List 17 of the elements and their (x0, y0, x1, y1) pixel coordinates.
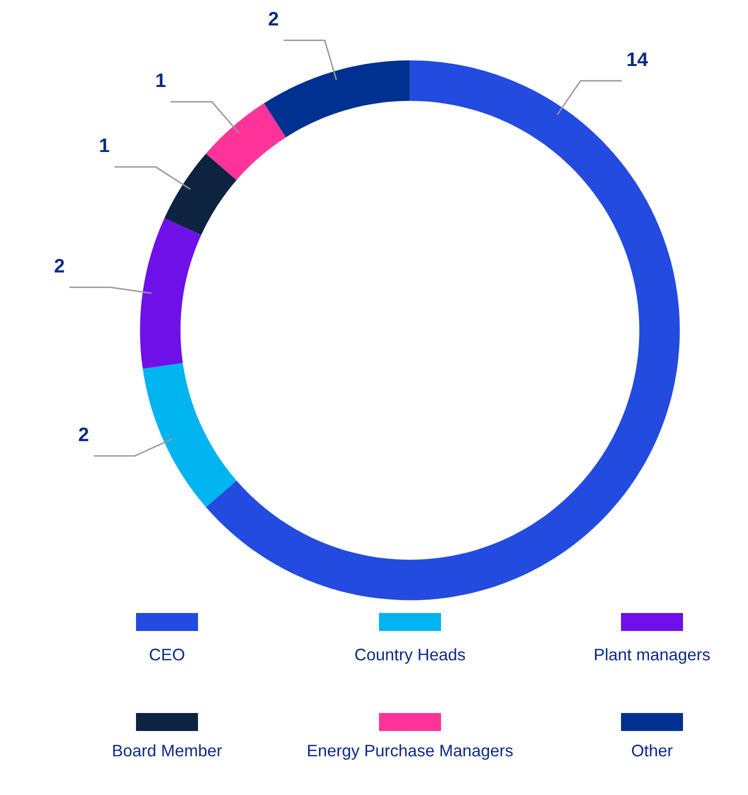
donut-slice (142, 362, 237, 508)
legend-label: CEO (150, 648, 184, 660)
data-label: 2 (78, 427, 88, 442)
legend-label: Board Member (113, 744, 222, 756)
legend-label: Country Heads (355, 648, 465, 664)
data-label: 1 (156, 74, 166, 88)
legend-label: Other (632, 744, 673, 756)
data-label: 14 (628, 52, 648, 66)
data-label: 1 (100, 138, 110, 152)
data-label: 2 (268, 12, 278, 26)
legend-label: Plant managers (595, 648, 710, 664)
donut-slice (206, 103, 286, 180)
donut-slice (164, 154, 237, 236)
donut-slice (264, 60, 410, 138)
legend-label: Energy Purchase Managers (308, 744, 513, 760)
data-label: 2 (54, 258, 64, 272)
donut-slice (140, 218, 202, 369)
